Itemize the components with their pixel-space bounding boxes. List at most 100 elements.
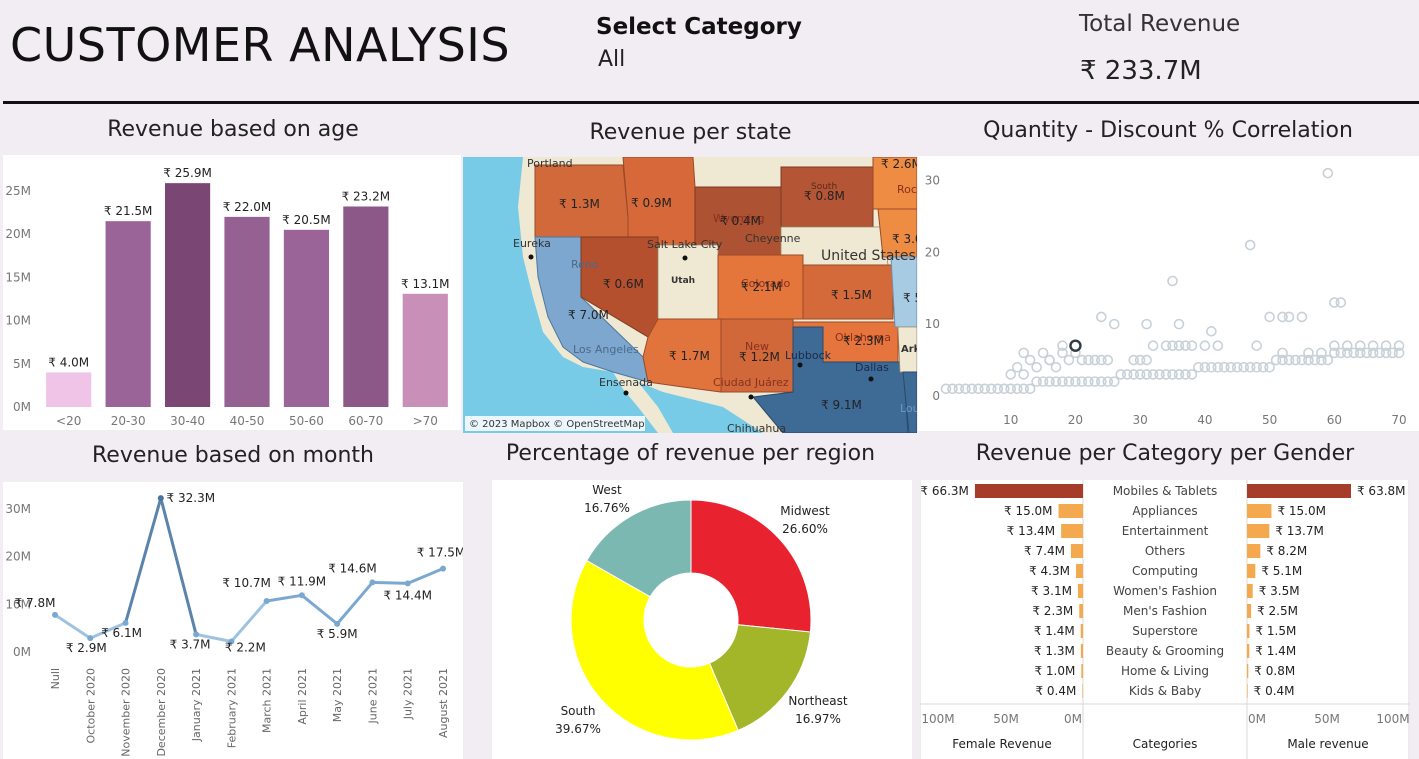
scatter-point [1251, 340, 1262, 351]
map-place: Eureka [513, 237, 551, 250]
line-value-label: ₹ 7.8M [15, 596, 56, 610]
y-tick-label: 30 [925, 173, 940, 187]
donut-slice [708, 624, 811, 731]
age-chart-panel: 0M 5M 10M 15M 20M 25M ₹ 4.0M <20 ₹ 21.5M 20-30 ₹ 2… [3, 155, 461, 430]
scatter-point [1076, 354, 1088, 366]
correlation-chart-panel: 0 10 20 30 10 20 30 40 50 60 70 [918, 156, 1419, 431]
category-label: Men's Fashion [1123, 604, 1207, 618]
month-chart-title: Revenue based on month [91, 443, 374, 468]
line-segment [159, 497, 198, 635]
bar-value-label: ₹ 13.1M [401, 277, 450, 291]
scatter-point [1180, 340, 1191, 351]
scatter-point [1141, 369, 1152, 380]
axis-title: Female Revenue [952, 737, 1051, 751]
scatter-point [1057, 376, 1068, 387]
axis-title: Male revenue [1287, 737, 1368, 751]
scatter-point [1322, 354, 1334, 366]
scatter-point [1354, 347, 1366, 359]
scatter-point [1277, 311, 1288, 323]
line-point [52, 611, 58, 618]
female-value-label: ₹ 0.4M [1035, 684, 1076, 698]
male-value-label: ₹ 13.7M [1275, 524, 1324, 538]
scatter-point [966, 383, 978, 395]
gender-chart-panel: ₹ 66.3M Mobiles & Tablets ₹ 63.8M ₹ 15.0M Ap… [920, 480, 1410, 759]
slice-name-label: Northeast [788, 694, 848, 708]
header-divider [3, 101, 1419, 104]
scatter-point [1102, 376, 1114, 387]
line-value-label: ₹ 3.7M [170, 637, 211, 651]
scatter-point [1063, 354, 1075, 366]
state-map[interactable]: Portland Eureka Reno Salt Lake City Utah… [463, 157, 917, 433]
y-tick-label: 0M [13, 645, 31, 659]
age-bar-chart[interactable]: 0M 5M 10M 15M 20M 25M ₹ 4.0M <20 ₹ 21.5M 20-30 ₹ 2… [3, 155, 461, 430]
state-value: ₹ 2.6M [881, 157, 917, 171]
scatter-point [1076, 376, 1088, 387]
scatter-point [1348, 347, 1360, 359]
category-label: Mobiles & Tablets [1113, 484, 1218, 498]
scatter-point [953, 383, 965, 395]
scatter-point [1231, 361, 1243, 373]
state-value: ₹ 0.4M [720, 214, 761, 228]
line-segment [54, 613, 92, 640]
scatter-point [1212, 361, 1224, 373]
scatter-point [1199, 361, 1211, 373]
male-value-label: ₹ 0.8M [1254, 664, 1295, 678]
x-tick-label: December 2020 [155, 668, 168, 757]
scatter-point [1108, 376, 1120, 387]
y-tick-label: 0 [932, 389, 940, 403]
scatter-point [1380, 340, 1392, 351]
male-bar [1247, 564, 1256, 578]
male-value-label: ₹ 5.1M [1261, 564, 1302, 578]
total-revenue-label: Total Revenue [1079, 11, 1241, 37]
female-value-label: ₹ 2.3M [1032, 604, 1073, 618]
line-segment [300, 594, 339, 626]
scatter-point [1037, 376, 1049, 387]
male-bar [1247, 544, 1261, 558]
scatter-point [1005, 369, 1017, 380]
x-tick-label: 30 [1133, 413, 1148, 427]
age-bar [46, 372, 92, 407]
map-attribution[interactable]: © 2023 Mapbox © OpenStreetMap [469, 419, 645, 430]
line-point [228, 638, 235, 645]
map-place: Roc [897, 183, 917, 196]
category-label: Appliances [1132, 504, 1197, 518]
map-place: Chihuahua [727, 422, 786, 433]
category-filter-dropdown[interactable]: All [598, 47, 626, 72]
header-bar [0, 0, 1419, 102]
scatter-point [1063, 376, 1075, 387]
slice-percent-label: 16.76% [584, 501, 630, 515]
region-chart-panel: Midwest 26.60% Northeast 16.97% South 39.67% W… [492, 480, 912, 759]
category-label: Others [1145, 544, 1185, 558]
male-bar [1247, 624, 1250, 638]
gender-category-chart[interactable]: ₹ 66.3M Mobiles & Tablets ₹ 63.8M ₹ 15.0M Ap… [920, 480, 1410, 759]
x-tick-label: July 2021 [402, 668, 415, 720]
month-line-chart[interactable]: 0M 10M 20M 30M ₹ 7.8M Null ₹ 2.9M October 2020 ₹… [3, 482, 463, 759]
state-value: ₹ 2.1M [741, 280, 782, 294]
correlation-scatter-chart[interactable]: 0 10 20 30 10 20 30 40 50 60 70 [918, 156, 1419, 431]
category-label: Beauty & Grooming [1106, 644, 1224, 658]
donut-slice [690, 499, 812, 633]
male-value-label: ₹ 15.0M [1277, 504, 1326, 518]
state-map-panel[interactable]: Portland Eureka Reno Salt Lake City Utah… [463, 157, 917, 433]
male-bar [1247, 524, 1270, 538]
x-tick-label: 50M [993, 712, 1019, 726]
scatter-point [1341, 347, 1353, 359]
scatter-point [1096, 354, 1107, 366]
state-value: ₹ 5 [903, 291, 917, 305]
scatter-point [1018, 383, 1029, 395]
line-segment [336, 581, 374, 625]
region-donut-chart[interactable]: Midwest 26.60% Northeast 16.97% South 39.67% W… [492, 480, 912, 759]
scatter-point [1050, 361, 1062, 373]
scatter-point [1160, 340, 1172, 351]
male-bar [1247, 684, 1248, 698]
scatter-point [1031, 361, 1042, 373]
scatter-point [1283, 354, 1295, 366]
scatter-point [1102, 354, 1114, 366]
scatter-point [1264, 361, 1275, 373]
scatter-point [1167, 340, 1178, 351]
line-value-label: ₹ 11.9M [278, 574, 327, 588]
axis-title: Categories [1133, 737, 1198, 751]
city-marker [528, 254, 534, 260]
state-arkansas [897, 326, 917, 373]
scatter-point [1167, 369, 1178, 380]
